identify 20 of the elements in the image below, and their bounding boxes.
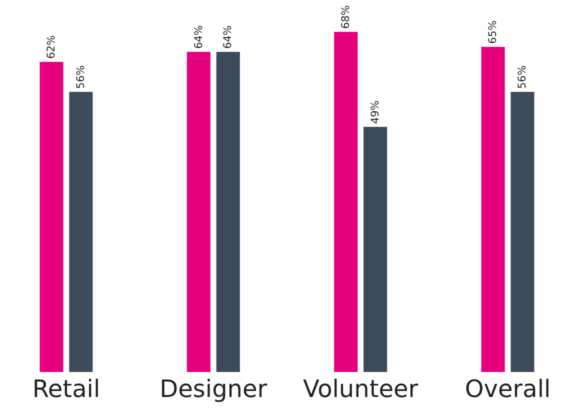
bar [334,32,358,372]
x-tick-label: Designer [160,375,268,403]
x-tick-label: Retail [32,375,100,403]
data-label: 65% [487,20,500,44]
data-label: 64% [222,25,234,49]
bar [216,52,240,372]
bar [481,46,505,372]
bar [69,92,93,372]
data-label: 56% [516,65,529,89]
x-tick-label: Overall [464,375,551,403]
bar [40,62,64,372]
data-label: 62% [46,35,58,59]
bar [186,52,210,372]
data-label: 64% [192,25,205,49]
data-label: 49% [369,100,382,124]
data-label: 68% [340,5,352,29]
x-tick-label: Volunteer [303,375,418,403]
data-label: 56% [75,65,88,89]
bar [364,126,388,372]
bar [510,92,534,372]
